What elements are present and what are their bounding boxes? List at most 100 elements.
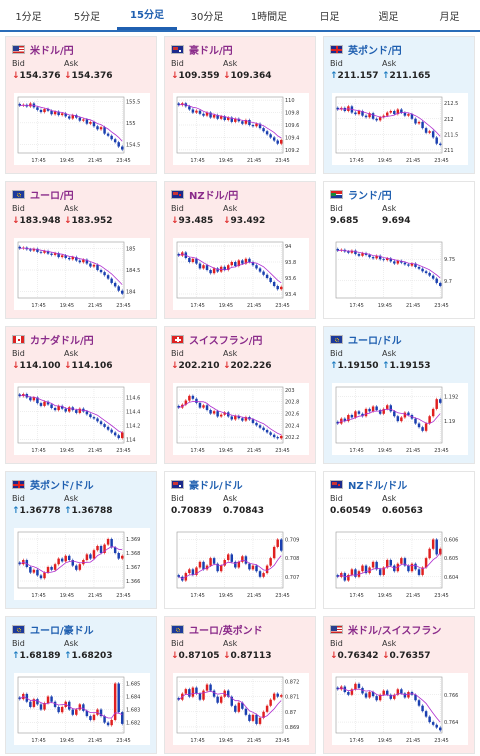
pair-name[interactable]: 豪ドル/ドル [189,480,243,492]
card-title[interactable]: NZドル/円 [171,186,238,202]
candle [336,421,340,424]
card-title[interactable]: 豪ドル/円 [171,41,233,57]
candlestick-chart[interactable]: 1.685 1.684 1.683 1.682 17:45 19:45 21:45 23:45 [14,673,150,745]
card-title[interactable]: 英ポンド/円 [330,41,402,57]
candle [103,127,106,134]
pair-name[interactable]: 英ポンド/ドル [30,480,94,492]
candle [272,546,276,559]
pair-name[interactable]: スイスフラン/円 [189,335,263,347]
card-title[interactable]: ランド/円 [330,186,392,202]
candle [400,689,403,694]
tab-15分足[interactable]: 15分足 [117,0,177,30]
currency-card[interactable]: ユーロ/豪ドル Bid Ask ↑1.68189 ↑1.68203 1.685 1.684 1… [5,616,157,754]
card-title[interactable]: 米ドル/スイスフラン [330,621,441,637]
pair-name[interactable]: ユーロ/円 [30,190,74,202]
currency-card[interactable]: NZドル/円 Bid Ask ↓93.485 ↓93.492 94 93.8 93.6 93.4… [164,181,316,319]
candle [396,109,400,115]
candlestick-chart[interactable]: 9.75 9.7 17:45 19:45 21:45 23:45 [332,238,468,310]
candlestick-chart[interactable]: 155.5 155 154.5 17:45 19:45 21:45 23:45 [14,93,150,165]
card-title[interactable]: 英ポンド/ドル [12,476,94,492]
currency-card[interactable]: NZドル/ドル Bid Ask 0.60549 0.60563 0.606 0.605 0.6… [323,471,475,609]
currency-card[interactable]: ユーロ/ドル Bid Ask ↑1.19150 ↑1.19153 1.192 1.19 17:… [323,326,475,464]
pair-name[interactable]: 豪ドル/円 [189,45,233,57]
pair-name[interactable]: ユーロ/英ポンド [189,625,263,637]
card-title[interactable]: NZドル/ドル [330,476,407,492]
candlestick-chart[interactable]: 0.606 0.605 0.604 17:45 19:45 21:45 23:45 [332,528,468,600]
currency-card[interactable]: ユーロ/円 Bid Ask ↓183.948 ↓183.952 185 184.5 184 17… [5,181,157,319]
candlestick-chart[interactable]: 94 93.8 93.6 93.4 17:45 19:45 21:45 23:45 [173,238,309,310]
card-title[interactable]: ユーロ/ドル [330,331,402,347]
candle [407,692,410,698]
candlestick-chart[interactable]: 1.192 1.19 17:45 19:45 21:45 23:45 [332,383,468,455]
candlestick-chart[interactable]: 110 109.8 109.6 109.4 109.2 17:45 19:45 21:45 23… [173,93,309,165]
gb-flag-icon [330,44,343,54]
candlestick-chart[interactable]: 203 202.8 202.6 202.4 202.2 17:45 19:45 21:45 23… [173,383,309,455]
pair-name[interactable]: ランド/円 [348,190,392,202]
candlestick-chart[interactable]: 0.766 0.764 17:45 19:45 21:45 23:45 [332,673,468,745]
tab-1分足[interactable]: 1分足 [15,11,42,23]
card-title[interactable]: 豪ドル/ドル [171,476,243,492]
currency-card[interactable]: 米ドル/スイスフラン Bid Ask ↓0.76342 ↓0.76357 0.766 0.7… [323,616,475,754]
tab-日足[interactable]: 日足 [319,11,340,23]
card-title[interactable]: カナダドル/円 [12,331,94,347]
tab-週足[interactable]: 週足 [378,11,399,23]
pair-name[interactable]: ユーロ/ドル [348,335,402,347]
card-title[interactable]: 米ドル/円 [12,41,74,57]
candle [347,415,350,422]
pair-name[interactable]: 米ドル/円 [30,45,74,57]
tab-30分足[interactable]: 30分足 [190,11,224,23]
candle [269,134,272,138]
candlestick-chart[interactable]: 0.709 0.708 0.707 17:45 19:45 21:45 23:45 [173,528,309,600]
currency-card[interactable]: 英ポンド/円 Bid Ask ↑211.157 ↑211.165 212.5 212 211.… [323,36,475,174]
currency-card[interactable]: ランド/円 Bid Ask 9.685 9.694 9.75 9.7 17:45 19:45 21… [323,181,475,319]
pair-name[interactable]: 米ドル/スイスフラン [348,625,442,637]
candle [424,558,428,568]
candlestick-chart[interactable]: 212.5 212 211.5 211 17:45 19:45 21:45 23:45 [332,93,468,165]
candle [53,701,57,707]
down-arrow-icon: ↓ [12,216,20,226]
candle [431,539,435,549]
ask-label: Ask [64,639,79,648]
currency-card[interactable]: 英ポンド/ドル Bid Ask ↑1.36778 ↑1.36788 1.369 1.368 1… [5,471,157,609]
candlestick-chart[interactable]: 0.872 0.871 0.87 0.869 17:45 19:45 21:45 23:45 [173,673,309,745]
candle [85,259,89,264]
candlestick-chart[interactable]: 185 184.5 184 17:45 19:45 21:45 23:45 [14,238,150,310]
currency-card[interactable]: 豪ドル/円 Bid Ask ↓109.359 ↓109.364 110 109.8 109.6… [164,36,316,174]
pair-name[interactable]: NZドル/ドル [348,480,408,492]
candle [393,111,396,115]
currency-card[interactable]: カナダドル/円 Bid Ask ↓114.100 ↓114.106 114.6 114.4 1… [5,326,157,464]
up-arrow-icon: ↑ [12,506,20,516]
currency-card[interactable]: 米ドル/円 Bid Ask ↓154.376 ↓154.376 155.5 155 154.5… [5,36,157,174]
candle [39,704,43,710]
moving-average-line [178,690,282,718]
candle [53,253,57,255]
candle [106,133,110,136]
candle [99,546,103,553]
pair-name[interactable]: ユーロ/豪ドル [30,625,94,637]
currency-card[interactable]: 豪ドル/ドル Bid Ask 0.70839 0.70843 0.709 0.708 0.70… [164,471,316,609]
tab-1時間足[interactable]: 1時間足 [250,11,288,23]
chart-svg: 110 109.8 109.6 109.4 109.2 17:45 19:45 21:45 23… [176,96,299,164]
candlestick-chart[interactable]: 114.6 114.4 114.2 114 17:45 19:45 21:45 23:45 [14,383,150,455]
candle [403,262,407,265]
candle [92,121,96,127]
currency-card[interactable]: ユーロ/英ポンド Bid Ask ↓0.87105 ↓0.87113 0.872 0.871… [164,616,316,754]
bid-label: Bid [12,349,25,358]
card-title[interactable]: ユーロ/円 [12,186,74,202]
candlestick-chart[interactable]: 1.369 1.368 1.367 1.366 17:45 19:45 21:45 23:45 [14,528,150,600]
card-title[interactable]: ユーロ/英ポンド [171,621,263,637]
card-title[interactable]: スイスフラン/円 [171,331,262,347]
pair-name[interactable]: 英ポンド/円 [348,45,402,57]
tab-月足[interactable]: 月足 [439,11,460,23]
pair-name[interactable]: カナダドル/円 [30,335,94,347]
candle [209,684,212,691]
card-title[interactable]: ユーロ/豪ドル [12,621,94,637]
currency-card[interactable]: スイスフラン/円 Bid Ask ↓202.210 ↓202.226 203 202.8 20… [164,326,316,464]
y-tick-label: 203 [285,388,295,394]
down-arrow-icon: ↓ [382,651,390,661]
pair-name[interactable]: NZドル/円 [189,190,239,202]
moving-average-line [337,552,441,578]
candle [36,569,39,576]
tab-5分足[interactable]: 5分足 [73,11,101,23]
candle [117,286,120,291]
